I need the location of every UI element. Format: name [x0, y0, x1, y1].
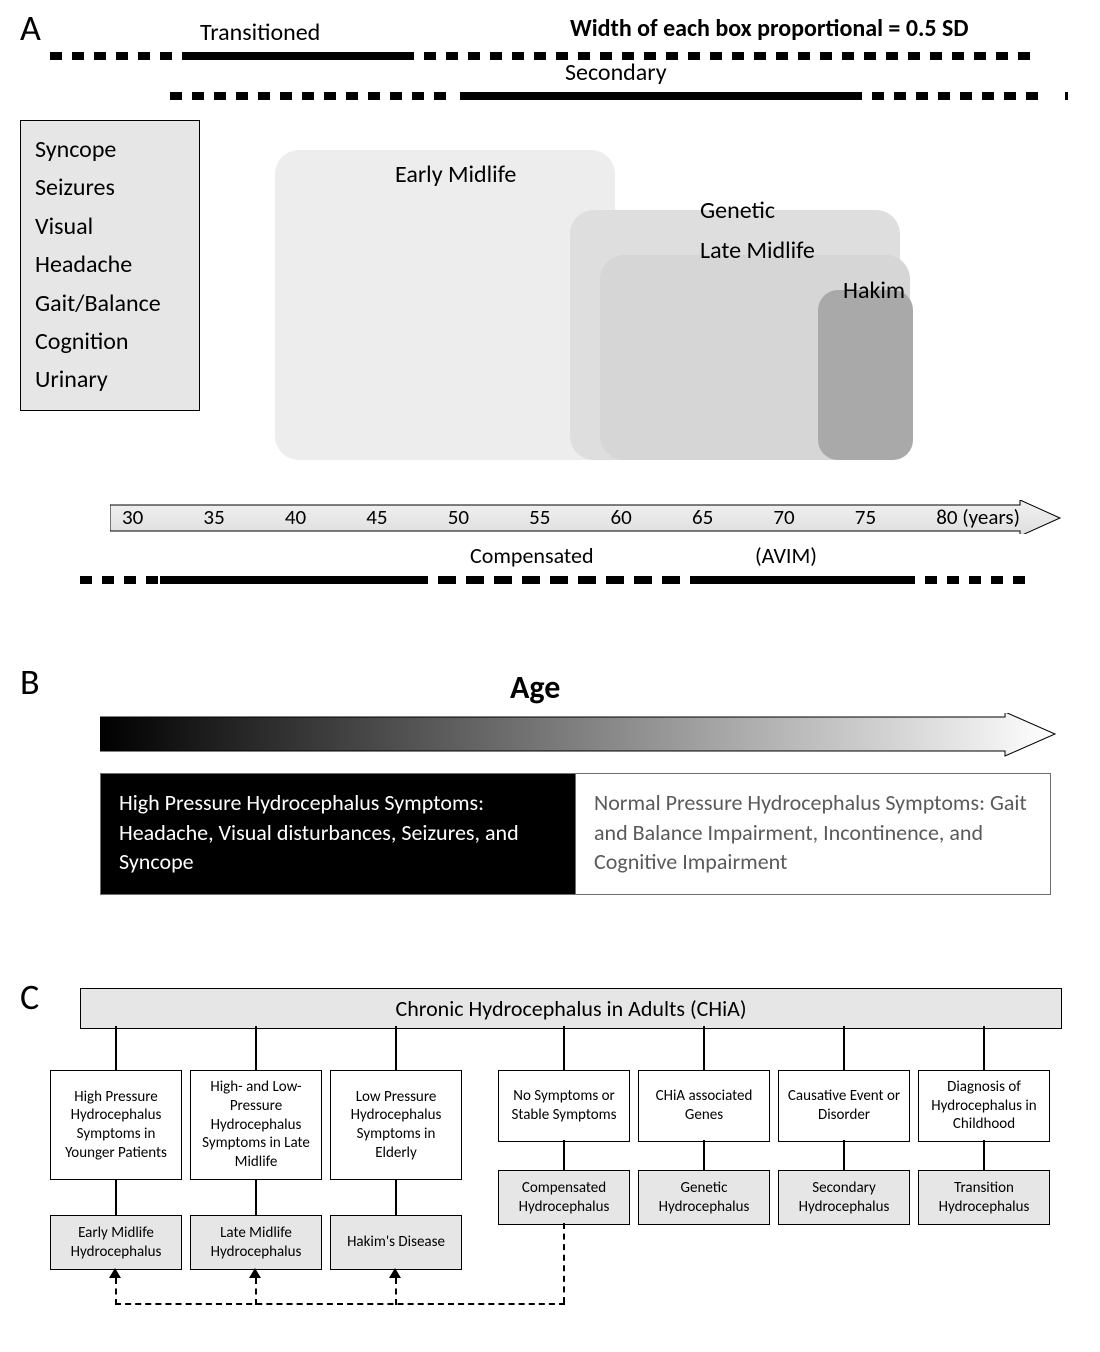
- symptom-item: Visual: [35, 208, 185, 246]
- arrow-up-1: [109, 1268, 121, 1278]
- flow-conn2: [395, 1180, 397, 1215]
- symptom-item: Urinary: [35, 361, 185, 399]
- flow-conn: [843, 1026, 845, 1070]
- panel-letter-a: A: [20, 6, 41, 50]
- age-gradient-arrow: [100, 713, 1060, 757]
- axis-tick: 50: [448, 504, 529, 530]
- axis-tick: 40: [285, 504, 366, 530]
- diagnosis-box: Transition Hydrocephalus: [918, 1170, 1050, 1225]
- axis-tick: 45: [366, 504, 447, 530]
- flow-conn2: [255, 1180, 257, 1215]
- sd-caption: Width of each box proportional = 0.5 SD: [570, 14, 968, 43]
- softbox-hakim: [818, 290, 913, 460]
- diagnosis-box: Early Midlife Hydrocephalus: [50, 1215, 182, 1270]
- dash-v1: [115, 1278, 117, 1305]
- flow-conn: [115, 1026, 117, 1070]
- flow-conn2: [563, 1140, 565, 1170]
- softbox-label-late: Late Midlife: [700, 236, 815, 265]
- axis-tick: 70: [773, 504, 854, 530]
- panel-letter-b: B: [20, 660, 40, 704]
- softbox-early-midlife: [275, 150, 615, 460]
- flow-conn2: [843, 1140, 845, 1170]
- diagnosis-box: Genetic Hydrocephalus: [638, 1170, 770, 1225]
- diagnosis-box: Secondary Hydrocephalus: [778, 1170, 910, 1225]
- symptom-box: Syncope Seizures Visual Headache Gait/Ba…: [20, 120, 200, 411]
- softbox-label-genetic: Genetic: [700, 196, 775, 225]
- flow-conn: [255, 1026, 257, 1070]
- compensated-bar: [80, 576, 1050, 584]
- figure-page: A Width of each box proportional = 0.5 S…: [0, 0, 1100, 1352]
- normal-pressure-box: Normal Pressure Hydrocephalus Symptoms: …: [575, 773, 1051, 895]
- softbox-label-early: Early Midlife: [395, 160, 516, 189]
- age-heading: Age: [510, 668, 560, 707]
- softbox-label-hakim: Hakim: [843, 276, 905, 305]
- flow-root: Chronic Hydrocephalus in Adults (CHiA): [80, 988, 1062, 1029]
- high-pressure-box: High Pressure Hydrocephalus Symptoms: He…: [100, 773, 576, 895]
- flow-conn: [703, 1026, 705, 1070]
- criteria-box: Diagnosis of Hydrocephalus in Childhood: [918, 1070, 1050, 1142]
- criteria-box: Causative Event or Disorder: [778, 1070, 910, 1142]
- transitioned-bar: [50, 52, 1040, 60]
- symptom-item: Syncope: [35, 131, 185, 169]
- criteria-box: CHiA associated Genes: [638, 1070, 770, 1142]
- secondary-label: Secondary: [565, 58, 667, 87]
- compensated-label: Compensated: [470, 542, 594, 569]
- axis-ticks: 30 35 40 45 50 55 60 65 70 75 80 (years): [110, 504, 1020, 530]
- diagnosis-box: Late Midlife Hydrocephalus: [190, 1215, 322, 1270]
- diagnosis-box: Hakim's Disease: [330, 1215, 462, 1270]
- dash-h-feedback: [115, 1303, 565, 1305]
- dash-v3: [395, 1278, 397, 1305]
- symptom-item: Gait/Balance: [35, 285, 185, 323]
- arrow-up-2: [249, 1268, 261, 1278]
- axis-tick: 35: [203, 504, 284, 530]
- secondary-bar: [170, 92, 1070, 100]
- dash-v2: [255, 1278, 257, 1305]
- flow-conn: [395, 1026, 397, 1070]
- symptom-item: Headache: [35, 246, 185, 284]
- diagnosis-box: Compensated Hydrocephalus: [498, 1170, 630, 1225]
- transitioned-label: Transitioned: [200, 18, 320, 47]
- avim-label: (AVIM): [755, 542, 817, 569]
- axis-tick: 60: [611, 504, 692, 530]
- arrow-up-3: [389, 1268, 401, 1278]
- axis-tick: 65: [692, 504, 773, 530]
- flow-conn2: [703, 1140, 705, 1170]
- flow-conn2: [115, 1180, 117, 1215]
- panel-letter-c: C: [20, 975, 39, 1019]
- dash-v-compensated: [563, 1223, 565, 1303]
- axis-tick: 80 (years): [936, 504, 1020, 530]
- symptom-item: Cognition: [35, 323, 185, 361]
- flow-conn: [983, 1026, 985, 1070]
- axis-tick: 75: [855, 504, 936, 530]
- axis-tick: 55: [529, 504, 610, 530]
- axis-tick: 30: [110, 504, 203, 530]
- criteria-box: No Symptoms or Stable Symptoms: [498, 1070, 630, 1142]
- criteria-box: Low Pressure Hydrocephalus Symptoms in E…: [330, 1070, 462, 1180]
- flow-conn: [563, 1026, 565, 1070]
- criteria-box: High Pressure Hydrocephalus Symptoms in …: [50, 1070, 182, 1180]
- criteria-box: High- and Low-Pressure Hydrocephalus Sym…: [190, 1070, 322, 1180]
- symptom-item: Seizures: [35, 169, 185, 207]
- flow-conn2: [983, 1140, 985, 1170]
